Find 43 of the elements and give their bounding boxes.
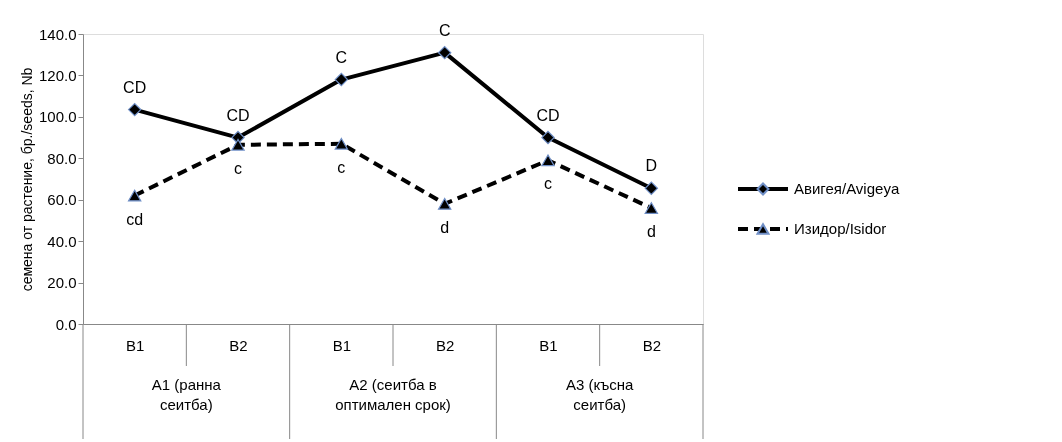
y-tick-label: 0.0 [55,315,77,333]
data-label: cd [126,210,144,228]
x-tick-label: B1 [539,336,558,354]
x-tick-label: B2 [229,336,248,354]
y-tick-label: 140.0 [38,25,77,43]
data-label: CD [123,78,147,96]
point [127,189,142,202]
y-tick-label: 120.0 [38,66,77,84]
y-axis-title: семена от растение, бр./seeds, Nb [18,67,35,292]
legend-label: Изидор/Isidor [794,220,887,237]
x-tick-label: B1 [332,336,352,354]
text: А1 (ранна сеитба) [151,376,222,413]
data-label: c [234,159,242,177]
point [334,72,349,87]
y-tick-label: 40.0 [47,232,77,250]
x-tick-label: B1 [125,336,145,354]
y-tick-label: 80.0 [47,149,77,167]
legend-label: Авигея/Avigeya [794,180,900,197]
point [541,130,555,145]
data-label: c [544,175,552,193]
data-label: D [645,157,658,175]
y-tick-label: 20.0 [47,274,77,292]
data-label: CD [226,106,250,124]
point [644,181,659,196]
data-label: d [646,223,656,240]
point [437,45,452,60]
point [334,137,349,150]
point [437,197,452,210]
x-tick-label: B2 [642,336,662,354]
point [541,154,555,167]
point [127,102,142,117]
data-label: C [438,21,451,39]
data-label: d [440,218,450,236]
text: А2 (сеитба в оптимален срок) [335,376,451,413]
data-label: c [337,158,346,176]
point [231,138,245,151]
text: А3 (късна сеитба) [565,376,635,413]
y-tick-label: 60.0 [47,191,77,209]
y-tick-label: 100.0 [38,108,77,126]
point [644,202,659,214]
data-label: CD [536,106,560,124]
data-label: C [335,48,348,66]
x-tick-label: B2 [435,336,455,354]
